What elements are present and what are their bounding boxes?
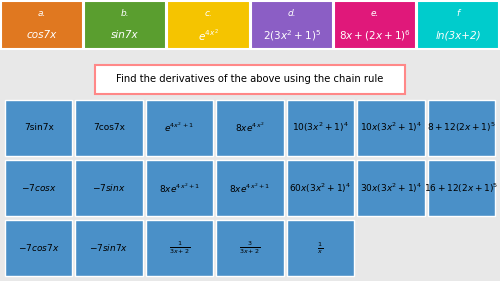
FancyBboxPatch shape	[216, 100, 284, 156]
FancyBboxPatch shape	[286, 160, 354, 216]
Text: $30x(3x^2+1)^4$: $30x(3x^2+1)^4$	[360, 181, 422, 194]
Text: $\frac{1}{3x+2}$: $\frac{1}{3x+2}$	[169, 240, 190, 256]
Text: $e^{4x^2+1}$: $e^{4x^2+1}$	[164, 121, 194, 135]
FancyBboxPatch shape	[417, 1, 500, 49]
Text: $e^{4x^2}$: $e^{4x^2}$	[198, 28, 219, 43]
FancyBboxPatch shape	[0, 1, 83, 49]
FancyBboxPatch shape	[216, 220, 284, 276]
Text: $2(3x^2+1)^5$: $2(3x^2+1)^5$	[262, 28, 321, 43]
Text: $-7cos7x$: $-7cos7x$	[18, 243, 59, 253]
FancyBboxPatch shape	[286, 100, 354, 156]
FancyBboxPatch shape	[146, 100, 214, 156]
Text: $\frac{1}{x}$: $\frac{1}{x}$	[318, 240, 324, 256]
Text: Find the derivatives of the above using the chain rule: Find the derivatives of the above using …	[116, 74, 384, 85]
FancyBboxPatch shape	[428, 160, 495, 216]
Text: a.: a.	[38, 9, 46, 18]
Text: $10(3x^2+1)^4$: $10(3x^2+1)^4$	[292, 121, 349, 135]
Text: f: f	[457, 9, 460, 18]
Text: $8xe^{4x^2+1}$: $8xe^{4x^2+1}$	[230, 181, 270, 194]
FancyBboxPatch shape	[357, 100, 424, 156]
FancyBboxPatch shape	[146, 160, 214, 216]
Text: $10x(3x^2+1)^4$: $10x(3x^2+1)^4$	[360, 121, 422, 135]
Text: 7cos7x: 7cos7x	[93, 123, 125, 132]
Text: ln(3x+2): ln(3x+2)	[436, 30, 481, 40]
Text: $\frac{3}{3x+2}$: $\frac{3}{3x+2}$	[240, 240, 260, 256]
Text: $8xe^{4x^2}$: $8xe^{4x^2}$	[236, 121, 264, 135]
FancyBboxPatch shape	[84, 1, 166, 49]
FancyBboxPatch shape	[250, 1, 333, 49]
Text: $-7cosx$: $-7cosx$	[21, 182, 57, 193]
FancyBboxPatch shape	[5, 160, 72, 216]
FancyBboxPatch shape	[286, 220, 354, 276]
Text: $-7sinx$: $-7sinx$	[92, 182, 126, 193]
FancyBboxPatch shape	[5, 100, 72, 156]
Text: d.: d.	[288, 9, 296, 18]
Text: $8+12(2x+1)^5$: $8+12(2x+1)^5$	[427, 121, 496, 135]
FancyBboxPatch shape	[428, 100, 495, 156]
FancyBboxPatch shape	[334, 1, 416, 49]
Text: e.: e.	[371, 9, 379, 18]
Text: $16+12(2x+1)^5$: $16+12(2x+1)^5$	[424, 181, 498, 194]
Text: $60x(3x^2+1)^4$: $60x(3x^2+1)^4$	[290, 181, 352, 194]
Text: $-7sin7x$: $-7sin7x$	[90, 243, 129, 253]
FancyBboxPatch shape	[76, 100, 143, 156]
FancyBboxPatch shape	[146, 220, 214, 276]
Text: b.: b.	[120, 9, 130, 18]
Text: $8x+(2x+1)^6$: $8x+(2x+1)^6$	[339, 28, 411, 43]
Text: c.: c.	[204, 9, 212, 18]
FancyBboxPatch shape	[216, 160, 284, 216]
Text: 7sin7x: 7sin7x	[24, 123, 54, 132]
Text: cos7x: cos7x	[26, 30, 57, 40]
FancyBboxPatch shape	[76, 220, 143, 276]
Text: $8xe^{4x^2+1}$: $8xe^{4x^2+1}$	[159, 181, 200, 194]
FancyBboxPatch shape	[167, 1, 250, 49]
FancyBboxPatch shape	[357, 160, 424, 216]
FancyBboxPatch shape	[95, 65, 405, 94]
Text: sin7x: sin7x	[111, 30, 139, 40]
FancyBboxPatch shape	[76, 160, 143, 216]
FancyBboxPatch shape	[5, 220, 72, 276]
